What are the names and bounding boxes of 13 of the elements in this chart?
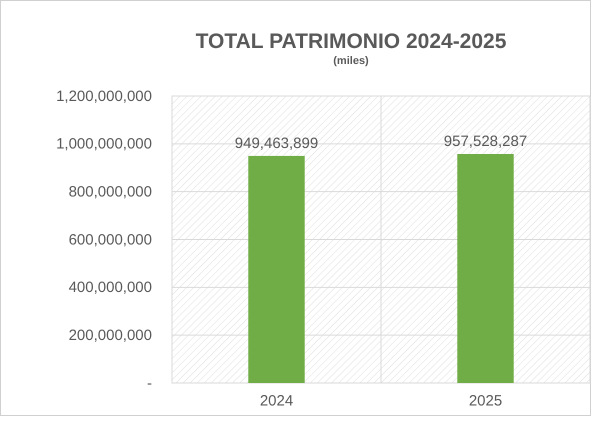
y-tick-label: 600,000,000 [68,231,152,248]
y-tick-label: 200,000,000 [68,326,152,344]
x-tick-label: 2024 [260,392,294,410]
y-tick-label: 800,000,000 [68,183,152,200]
chart-subtitle: (miles) [333,55,370,67]
y-tick-label: 1,200,000,000 [56,88,152,105]
y-tick-label: 1,000,000,000 [56,136,152,153]
data-label: 957,528,287 [444,132,528,150]
y-tick-label: 400,000,000 [68,279,152,296]
x-tick-label: 2025 [468,392,502,410]
data-label: 949,463,899 [234,134,318,152]
y-tick-label: - [147,374,152,392]
chart-title: TOTAL PATRIMONIO 2024-2025 [196,30,507,53]
